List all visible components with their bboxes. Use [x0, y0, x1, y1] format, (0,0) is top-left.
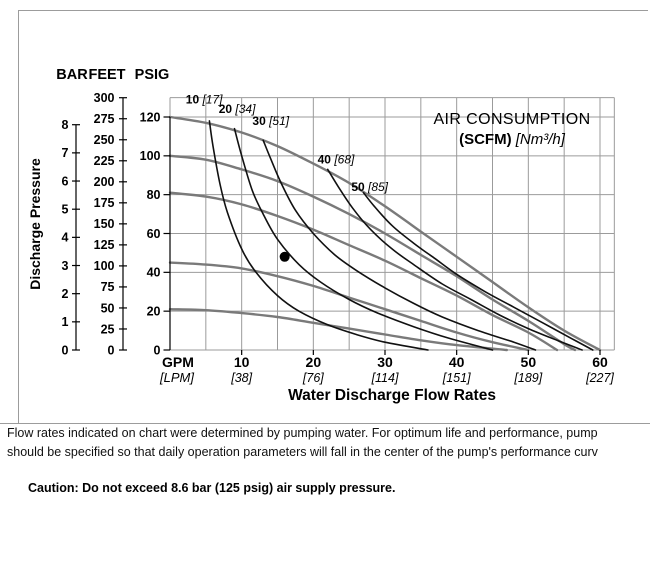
x-unit-gpm: GPM	[162, 354, 194, 370]
air-curve-label-20: 20 [34]	[219, 102, 256, 116]
svg-text:250: 250	[94, 133, 115, 147]
svg-text:100: 100	[140, 149, 161, 163]
pump-performance-chart: 10 [17]20 [34]30 [51] 40 [68] 50 [85] 0 1 2 3 4…	[0, 10, 650, 424]
performance-curve	[168, 154, 577, 352]
air-curve-label-50: 50 [85]	[351, 180, 388, 194]
svg-text:4: 4	[62, 231, 69, 245]
air-curve-40	[326, 168, 583, 351]
grid	[169, 97, 615, 351]
svg-text:75: 75	[101, 280, 115, 294]
svg-text:20: 20	[306, 354, 322, 370]
y-scale-header-psig: PSIG	[135, 67, 170, 83]
x-axis: 10[38] 20[76] 30[114] 40[151] 50[189] 60[227]…	[159, 350, 614, 385]
svg-text:50: 50	[521, 354, 537, 370]
svg-text:300: 300	[94, 91, 115, 105]
svg-text:120: 120	[140, 110, 161, 124]
svg-text:5: 5	[62, 202, 69, 216]
svg-text:1: 1	[62, 315, 69, 329]
air-curve-label-40: 40 [68]	[318, 153, 355, 167]
svg-text:[227]: [227]	[585, 371, 614, 385]
air-curve-label-30: 30 [51]	[252, 114, 289, 128]
svg-text:60: 60	[592, 354, 608, 370]
y-axes: 012345678BAR0255075100125150175200225250…	[56, 67, 171, 357]
svg-text:6: 6	[62, 174, 69, 188]
performance-curve	[168, 191, 559, 352]
svg-text:8: 8	[62, 118, 69, 132]
chart-note-line1: Flow rates indicated on chart were deter…	[7, 426, 598, 440]
psig-axis: 0 20 40 60 80 100 120	[140, 110, 171, 357]
air-curve-label-10: 10 [17]	[186, 92, 223, 106]
svg-text:3: 3	[62, 259, 69, 273]
svg-text:275: 275	[94, 112, 115, 126]
air-consumption-curves	[208, 120, 594, 351]
svg-text:0: 0	[154, 343, 161, 357]
x-unit-lpm: [LPM]	[159, 370, 194, 385]
svg-text:225: 225	[94, 154, 115, 168]
svg-text:10: 10	[234, 354, 250, 370]
y-scale-header-bar: BAR	[56, 67, 88, 83]
svg-text:175: 175	[94, 196, 115, 210]
chart-note-line2: should be specified so that daily operat…	[7, 445, 598, 459]
air-curve-labels: 10 [17]20 [34]30 [51] 40 [68] 50 [85]	[186, 92, 389, 193]
chart-title: AIR CONSUMPTION	[433, 111, 590, 128]
svg-text:150: 150	[94, 217, 115, 231]
y-scale-header-feet: FEET	[88, 67, 125, 83]
svg-text:60: 60	[147, 227, 161, 241]
svg-text:50: 50	[101, 301, 115, 315]
caution-text: Caution: Do not exceed 8.6 bar (125 psig…	[28, 481, 396, 495]
svg-text:[76]: [76]	[302, 371, 324, 385]
performance-curve	[168, 261, 530, 352]
air-curve-30	[262, 139, 537, 351]
svg-text:[38]: [38]	[230, 371, 252, 385]
svg-text:25: 25	[101, 322, 115, 336]
y-axis-title: Discharge Pressure	[27, 158, 43, 290]
svg-text:200: 200	[94, 175, 115, 189]
feet-axis: 0 25 50 75 100 125 150 175 200 225 250 275 300	[94, 91, 127, 357]
bar-axis: 0 1 2 3 4 5 6 7 8	[62, 118, 80, 357]
svg-text:125: 125	[94, 238, 115, 252]
air-curve-50	[362, 191, 594, 351]
chart-subtitle: (SCFM) [Nm³/h]	[459, 131, 566, 148]
svg-text:20: 20	[147, 304, 161, 318]
svg-text:2: 2	[62, 287, 69, 301]
svg-text:80: 80	[147, 188, 161, 202]
svg-text:0: 0	[62, 343, 69, 357]
performance-curve	[168, 115, 602, 352]
page-rule-lines	[0, 10, 650, 424]
svg-text:40: 40	[449, 354, 465, 370]
air-curve-10	[208, 120, 429, 351]
operating-point-dot	[279, 251, 290, 262]
svg-text:[151]: [151]	[442, 371, 471, 385]
svg-text:[189]: [189]	[513, 371, 542, 385]
svg-text:30: 30	[377, 354, 393, 370]
svg-text:40: 40	[147, 266, 161, 280]
x-axis-title: Water Discharge Flow Rates	[288, 387, 496, 404]
svg-text:[114]: [114]	[371, 371, 399, 385]
svg-text:7: 7	[62, 146, 69, 160]
svg-text:0: 0	[108, 343, 115, 357]
air-curve-20	[233, 127, 494, 351]
svg-text:100: 100	[94, 259, 115, 273]
